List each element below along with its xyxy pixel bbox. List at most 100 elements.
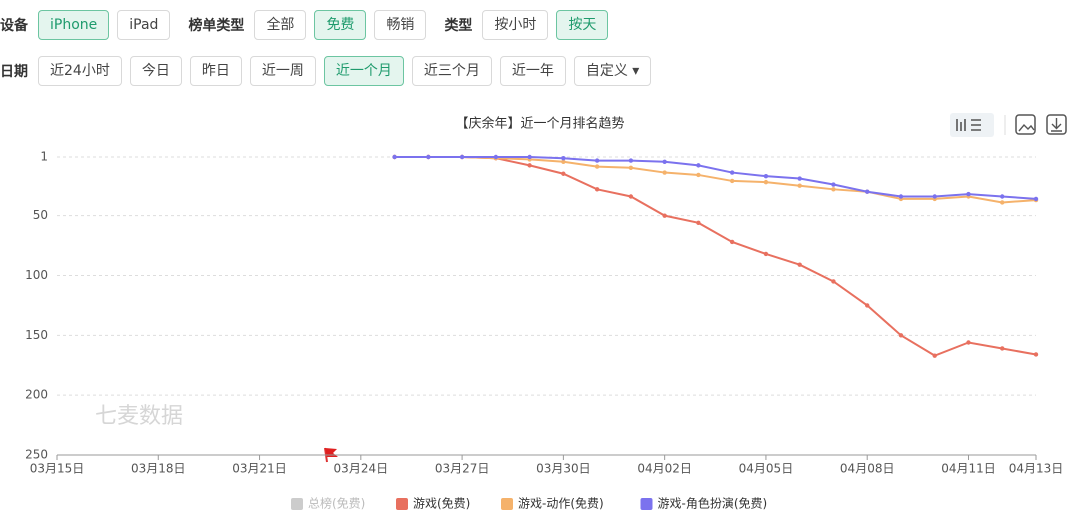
legend-label: 游戏-角色扮演(免费) [658, 496, 768, 511]
data-point [392, 154, 397, 160]
data-point [729, 170, 735, 175]
chart-title: 【庆余年】近一个月排名趋势 [455, 116, 624, 132]
filter-group: 榜单类型 全部 免费 畅销 [188, 10, 434, 40]
x-tick-label: 04月05日 [739, 462, 794, 476]
toolbar [950, 113, 1067, 137]
x-tick-label: 03月27日 [435, 462, 490, 476]
filter-button[interactable]: 近一周 [249, 56, 316, 86]
y-tick-label: 1 [40, 150, 48, 164]
legend-label: 总榜(免费) [308, 496, 365, 511]
filter-row: 日期 近24小时 今日 昨日 近一周 近一个月 近三个月 近一年 自定义 ▾ [0, 56, 1080, 86]
data-point [865, 303, 870, 308]
series-line [394, 156, 1037, 200]
filter-label: 榜单类型 [188, 18, 245, 34]
data-point [1033, 352, 1039, 357]
data-point [729, 178, 735, 184]
y-tick-label: 100 [25, 268, 48, 282]
data-point [1000, 346, 1005, 351]
data-point [831, 182, 836, 187]
x-tick-label: 04月02日 [637, 462, 692, 476]
legend-swatch [501, 498, 513, 510]
image-button[interactable] [1015, 114, 1036, 135]
data-point [628, 165, 634, 170]
data-point [662, 213, 667, 218]
filter-button[interactable]: 近一年 [499, 56, 566, 86]
data-point [797, 183, 802, 188]
x-tick-label: 03月18日 [131, 462, 186, 476]
filter-button[interactable]: 近三个月 [411, 56, 492, 86]
x-tick-label: 03月30日 [536, 462, 591, 476]
filter-button[interactable]: 近24小时 [38, 56, 122, 86]
data-point [527, 163, 532, 168]
filter-button[interactable]: 畅销 [374, 10, 427, 40]
data-point [797, 262, 802, 267]
data-point [527, 154, 532, 160]
filter-group: 设备 iPhone iPad [0, 10, 178, 40]
data-point [459, 154, 465, 160]
data-point [932, 194, 937, 199]
data-point [662, 170, 667, 175]
data-point [763, 179, 769, 185]
download-icon [1051, 118, 1062, 132]
data-point [1000, 194, 1005, 199]
data-point [696, 220, 701, 226]
data-point [561, 171, 566, 176]
watermark: 七麦数据 [95, 404, 183, 429]
filter-button[interactable]: 昨日 [189, 56, 242, 86]
data-point [865, 189, 870, 194]
filter-button[interactable]: 按小时 [482, 10, 549, 40]
data-point [932, 353, 937, 358]
filter-button[interactable]: 按天 [556, 10, 609, 40]
data-point [898, 194, 904, 199]
filter-bar: 设备 iPhone iPad 榜单类型 全部 免费 畅销 类型 按小时 按天 日期 近24小时 今日 昨日… [0, 10, 1080, 102]
data-point [966, 191, 971, 197]
x-tick-label: 03月15日 [30, 462, 85, 476]
filter-label: 类型 [444, 18, 473, 34]
x-tick-label: 03月21日 [232, 462, 287, 476]
x-tick-label: 04月08日 [840, 462, 895, 476]
filter-group: 日期 近24小时 今日 昨日 近一周 近一个月 近三个月 近一年 自定义 ▾ [0, 56, 659, 86]
data-point [561, 155, 566, 161]
data-point [797, 176, 802, 181]
data-point [831, 279, 836, 284]
image-icon [1018, 123, 1035, 132]
data-point [493, 154, 499, 160]
data-point [561, 159, 566, 164]
data-point [628, 194, 634, 199]
flag [325, 448, 338, 457]
data-point [1000, 200, 1005, 205]
data-point [662, 159, 667, 164]
x-tick-label: 04月13日 [1009, 462, 1064, 476]
filter-button[interactable]: 自定义 ▾ [573, 56, 652, 86]
y-tick-label: 250 [25, 448, 48, 462]
filter-label: 日期 [0, 64, 28, 80]
y-tick-label: 200 [25, 388, 48, 402]
series-line [394, 156, 1037, 204]
legend-swatch [291, 498, 303, 510]
filter-button[interactable]: 免费 [314, 10, 367, 40]
data-point [831, 187, 836, 192]
data-point [594, 187, 600, 192]
legend-label: 游戏-动作(免费) [518, 496, 604, 511]
filter-button[interactable]: 全部 [254, 10, 307, 40]
download-button[interactable] [1046, 114, 1067, 135]
data-point [594, 158, 600, 163]
data-point [426, 154, 431, 160]
data-point [628, 158, 634, 163]
data-point [1033, 196, 1039, 202]
y-tick-label: 150 [25, 328, 48, 342]
legend-swatch [396, 498, 408, 510]
filter-button[interactable]: 近一个月 [323, 56, 404, 86]
data-point [696, 163, 701, 168]
view-icon [956, 119, 981, 131]
x-tick-label: 03月24日 [334, 462, 389, 476]
filter-button[interactable]: 今日 [129, 56, 182, 86]
x-tick-label: 04月11日 [941, 462, 996, 476]
filter-button[interactable]: iPhone [38, 10, 110, 40]
data-point [763, 173, 769, 179]
data-point [763, 251, 769, 257]
filter-label: 设备 [0, 18, 28, 34]
filter-button[interactable]: iPad [117, 10, 171, 40]
